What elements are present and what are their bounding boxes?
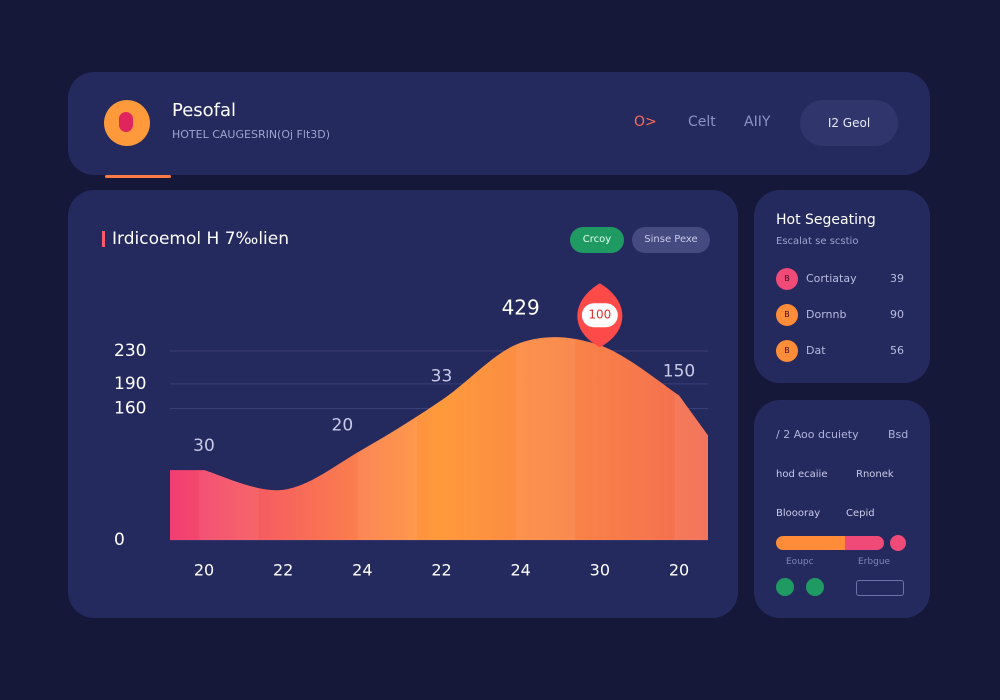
legend-dot xyxy=(806,578,824,596)
avatar xyxy=(104,100,150,146)
band xyxy=(199,337,259,540)
list-icon: B xyxy=(776,304,798,326)
area xyxy=(170,337,708,540)
band xyxy=(674,337,708,540)
list-label: Cortiatay xyxy=(806,272,857,285)
list-icon: B xyxy=(776,268,798,290)
annotation: 20 xyxy=(332,416,354,436)
stats-label: Rnonek xyxy=(856,469,894,480)
list-subtitle: Escalat se scstio xyxy=(776,236,859,247)
list-icon: B xyxy=(776,340,798,362)
x-tick-label: 20 xyxy=(194,561,214,580)
annotation: 150 xyxy=(663,361,695,381)
annotation: 30 xyxy=(193,436,215,456)
legend-label: Erbgue xyxy=(858,557,891,567)
list-label: Dat xyxy=(806,344,826,357)
annotation: 33 xyxy=(431,366,453,386)
tab-indicator xyxy=(105,175,171,178)
annotation: 429 xyxy=(502,295,540,319)
x-tick-label: 22 xyxy=(431,561,451,580)
list-value: 39 xyxy=(890,272,904,285)
peak-pill xyxy=(581,303,618,328)
filter-button[interactable]: Crcoy xyxy=(570,227,624,253)
chart-title: Irdicoemol H 7‰lien xyxy=(112,229,290,249)
header-card xyxy=(68,72,930,175)
nav-item[interactable]: Celt xyxy=(688,114,716,130)
list-value: 90 xyxy=(890,308,904,321)
legend-label: Eoupc xyxy=(786,557,814,567)
header-title: Pesofal xyxy=(172,100,237,121)
header-subtitle: HOTEL CAUGESRIN(Oj Flt3D) xyxy=(172,128,331,141)
x-tick-label: 20 xyxy=(669,561,689,580)
x-tick-label: 22 xyxy=(273,561,293,580)
stats-label: Bloooray xyxy=(776,508,821,519)
band xyxy=(516,337,576,540)
title-accent xyxy=(102,231,105,247)
legend-dot xyxy=(776,578,794,596)
band xyxy=(357,337,417,540)
nav-item[interactable]: O> xyxy=(634,114,657,130)
stats-label: hod ecaiie xyxy=(776,469,828,480)
y-tick-label: 0 xyxy=(114,530,125,550)
legend-box xyxy=(856,580,904,596)
progress-dot xyxy=(890,535,906,551)
list-title: Hot Segeating xyxy=(776,212,876,228)
stats-tag: Bsd xyxy=(888,428,909,441)
y-tick-label: 230 xyxy=(114,341,146,361)
y-tick-label: 190 xyxy=(114,374,146,394)
stats-title: / 2 Aoo dcuiety xyxy=(776,428,859,441)
progress-bar xyxy=(776,536,884,550)
annotation: 100 xyxy=(588,308,611,322)
chart: 0 160 190 230 20 22 24 22 24 30 20 30 20 33 429 100 150 xyxy=(114,283,708,580)
stats-label: Cepid xyxy=(846,508,875,519)
nav-item[interactable]: AIIY xyxy=(744,114,771,130)
x-tick-label: 24 xyxy=(352,561,372,580)
filter-button[interactable]: Sinse Pexe xyxy=(632,227,710,253)
list-label: Dornnb xyxy=(806,308,847,321)
header-button[interactable]: I2 Geol xyxy=(800,100,898,146)
x-tick-label: 30 xyxy=(590,561,610,580)
x-tick-label: 24 xyxy=(510,561,530,580)
list-value: 56 xyxy=(890,344,904,357)
y-tick-label: 160 xyxy=(114,399,146,419)
